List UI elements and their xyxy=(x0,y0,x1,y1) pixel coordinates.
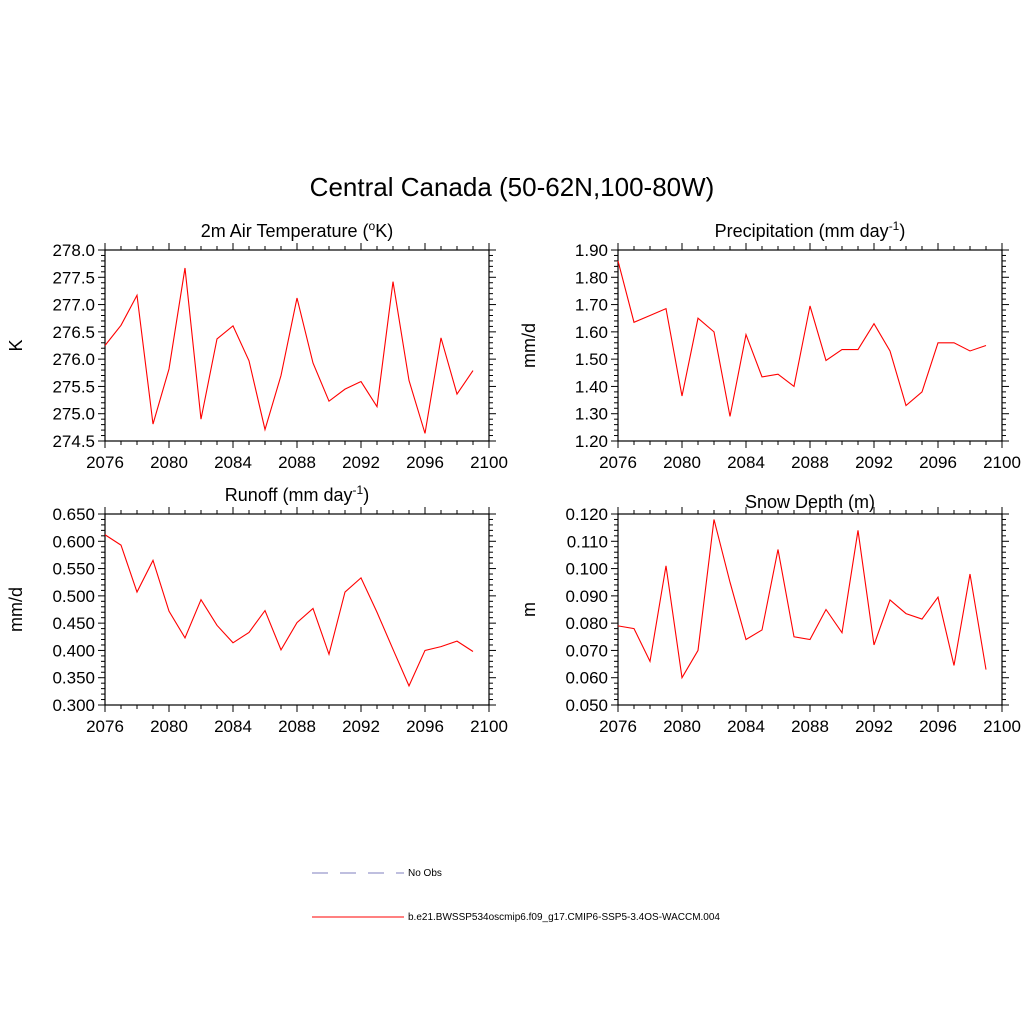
panel-title-superscript: o xyxy=(369,219,376,233)
x-tick-label: 2084 xyxy=(214,717,252,736)
x-tick-label: 2084 xyxy=(727,717,765,736)
y-tick-label: 274.5 xyxy=(52,432,95,451)
y-tick-label: 0.650 xyxy=(52,505,95,524)
y-tick-label: 1.50 xyxy=(575,350,608,369)
x-tick-label: 2076 xyxy=(599,453,637,472)
plot-frame xyxy=(104,513,490,706)
panel-title: 2m Air Temperature (oK) xyxy=(201,219,393,241)
y-tick-label: 0.070 xyxy=(565,641,608,660)
y-tick-label: 277.0 xyxy=(52,296,95,315)
chart-panel-4: 2076 2080 2084 2088 2092 2096 2100 0.050 0.060 0.… xyxy=(519,492,1021,736)
y-tick-label: 0.400 xyxy=(52,641,95,660)
y-tick-label: 0.550 xyxy=(52,560,95,579)
y-tick-label: 275.5 xyxy=(52,377,95,396)
y-tick-label: 277.5 xyxy=(52,268,95,287)
legend-label-no-obs: No Obs xyxy=(408,868,442,879)
y-tick-label: 0.050 xyxy=(565,696,608,715)
plot-frame xyxy=(617,249,1003,442)
y-tick-label: 0.060 xyxy=(565,669,608,688)
x-tick-label: 2088 xyxy=(278,717,316,736)
panel-title-part: ) xyxy=(363,485,369,505)
data-series-line xyxy=(104,534,474,688)
y-tick-label: 0.600 xyxy=(52,532,95,551)
y-tick-label: 0.100 xyxy=(565,560,608,579)
panel-title: Snow Depth (m) xyxy=(745,492,875,512)
chart-panel-1: 2076 2080 2084 2088 2092 2096 2100 274.5 275.0 27… xyxy=(6,219,508,472)
x-tick-label: 2100 xyxy=(470,717,508,736)
x-tick-label: 2080 xyxy=(663,453,701,472)
data-series-line xyxy=(617,519,987,680)
panel-title-part: ) xyxy=(899,221,905,241)
y-axis-label: mm/d xyxy=(6,587,26,632)
panel-title-part: Runoff (mm day xyxy=(225,485,353,505)
y-tick-label: 276.5 xyxy=(52,323,95,342)
y-axis-label: mm/d xyxy=(519,323,539,368)
y-tick-label: 1.80 xyxy=(575,268,608,287)
panel-title-part: 2m Air Temperature ( xyxy=(201,221,369,241)
panel-title-superscript: -1 xyxy=(353,483,364,497)
legend-label-model: b.e21.BWSSP534oscmip6.f09_g17.CMIP6-SSP5… xyxy=(408,912,720,923)
y-tick-label: 1.30 xyxy=(575,405,608,424)
x-tick-label: 2084 xyxy=(727,453,765,472)
y-axis-label: K xyxy=(6,339,26,351)
y-tick-label: 0.090 xyxy=(565,587,608,606)
y-tick-label: 1.60 xyxy=(575,323,608,342)
panel-title-part: K) xyxy=(375,221,393,241)
x-tick-label: 2092 xyxy=(855,717,893,736)
y-tick-label: 0.120 xyxy=(565,505,608,524)
data-series-line xyxy=(104,267,474,434)
y-tick-label: 0.350 xyxy=(52,669,95,688)
chart-panel-2: 2076 2080 2084 2088 2092 2096 2100 1.20 1.30 1.40… xyxy=(519,219,1021,472)
y-tick-label: 1.90 xyxy=(575,241,608,260)
x-tick-label: 2088 xyxy=(791,717,829,736)
figure-title: Central Canada (50-62N,100-80W) xyxy=(310,172,715,202)
x-tick-label: 2096 xyxy=(406,453,444,472)
legend: No Obs b.e21.BWSSP534oscmip6.f09_g17.CMI… xyxy=(312,868,720,923)
x-tick-label: 2080 xyxy=(663,717,701,736)
y-tick-label: 278.0 xyxy=(52,241,95,260)
panel-title-part: Snow Depth (m) xyxy=(745,492,875,512)
x-tick-label: 2084 xyxy=(214,453,252,472)
plot-frame xyxy=(617,513,1003,706)
x-tick-label: 2076 xyxy=(86,717,124,736)
y-tick-label: 275.0 xyxy=(52,405,95,424)
y-tick-label: 0.300 xyxy=(52,696,95,715)
y-tick-label: 0.080 xyxy=(565,614,608,633)
x-tick-label: 2096 xyxy=(919,717,957,736)
y-tick-label: 0.500 xyxy=(52,587,95,606)
x-tick-label: 2092 xyxy=(855,453,893,472)
panel-title: Runoff (mm day-1) xyxy=(225,483,369,505)
y-tick-label: 0.450 xyxy=(52,614,95,633)
y-tick-label: 1.40 xyxy=(575,377,608,396)
panel-title-superscript: -1 xyxy=(889,219,900,233)
x-tick-label: 2100 xyxy=(983,717,1021,736)
panel-title: Precipitation (mm day-1) xyxy=(715,219,906,241)
x-tick-label: 2076 xyxy=(599,717,637,736)
x-tick-label: 2088 xyxy=(791,453,829,472)
y-tick-label: 276.0 xyxy=(52,350,95,369)
chart-panel-3: 2076 2080 2084 2088 2092 2096 2100 0.300 0.350 0.… xyxy=(6,483,508,736)
panel-title-part: Precipitation (mm day xyxy=(715,221,889,241)
y-axis-label: m xyxy=(519,602,539,617)
plot-frame xyxy=(104,249,490,442)
x-tick-label: 2096 xyxy=(406,717,444,736)
y-tick-label: 0.110 xyxy=(567,532,608,551)
x-tick-label: 2096 xyxy=(919,453,957,472)
x-tick-label: 2076 xyxy=(86,453,124,472)
x-tick-label: 2088 xyxy=(278,453,316,472)
x-tick-label: 2080 xyxy=(150,453,188,472)
y-tick-label: 1.20 xyxy=(575,432,608,451)
data-series-line xyxy=(617,260,987,417)
x-tick-label: 2100 xyxy=(470,453,508,472)
x-tick-label: 2092 xyxy=(342,453,380,472)
y-tick-label: 1.70 xyxy=(575,296,608,315)
x-tick-label: 2080 xyxy=(150,717,188,736)
x-tick-label: 2092 xyxy=(342,717,380,736)
x-tick-label: 2100 xyxy=(983,453,1021,472)
